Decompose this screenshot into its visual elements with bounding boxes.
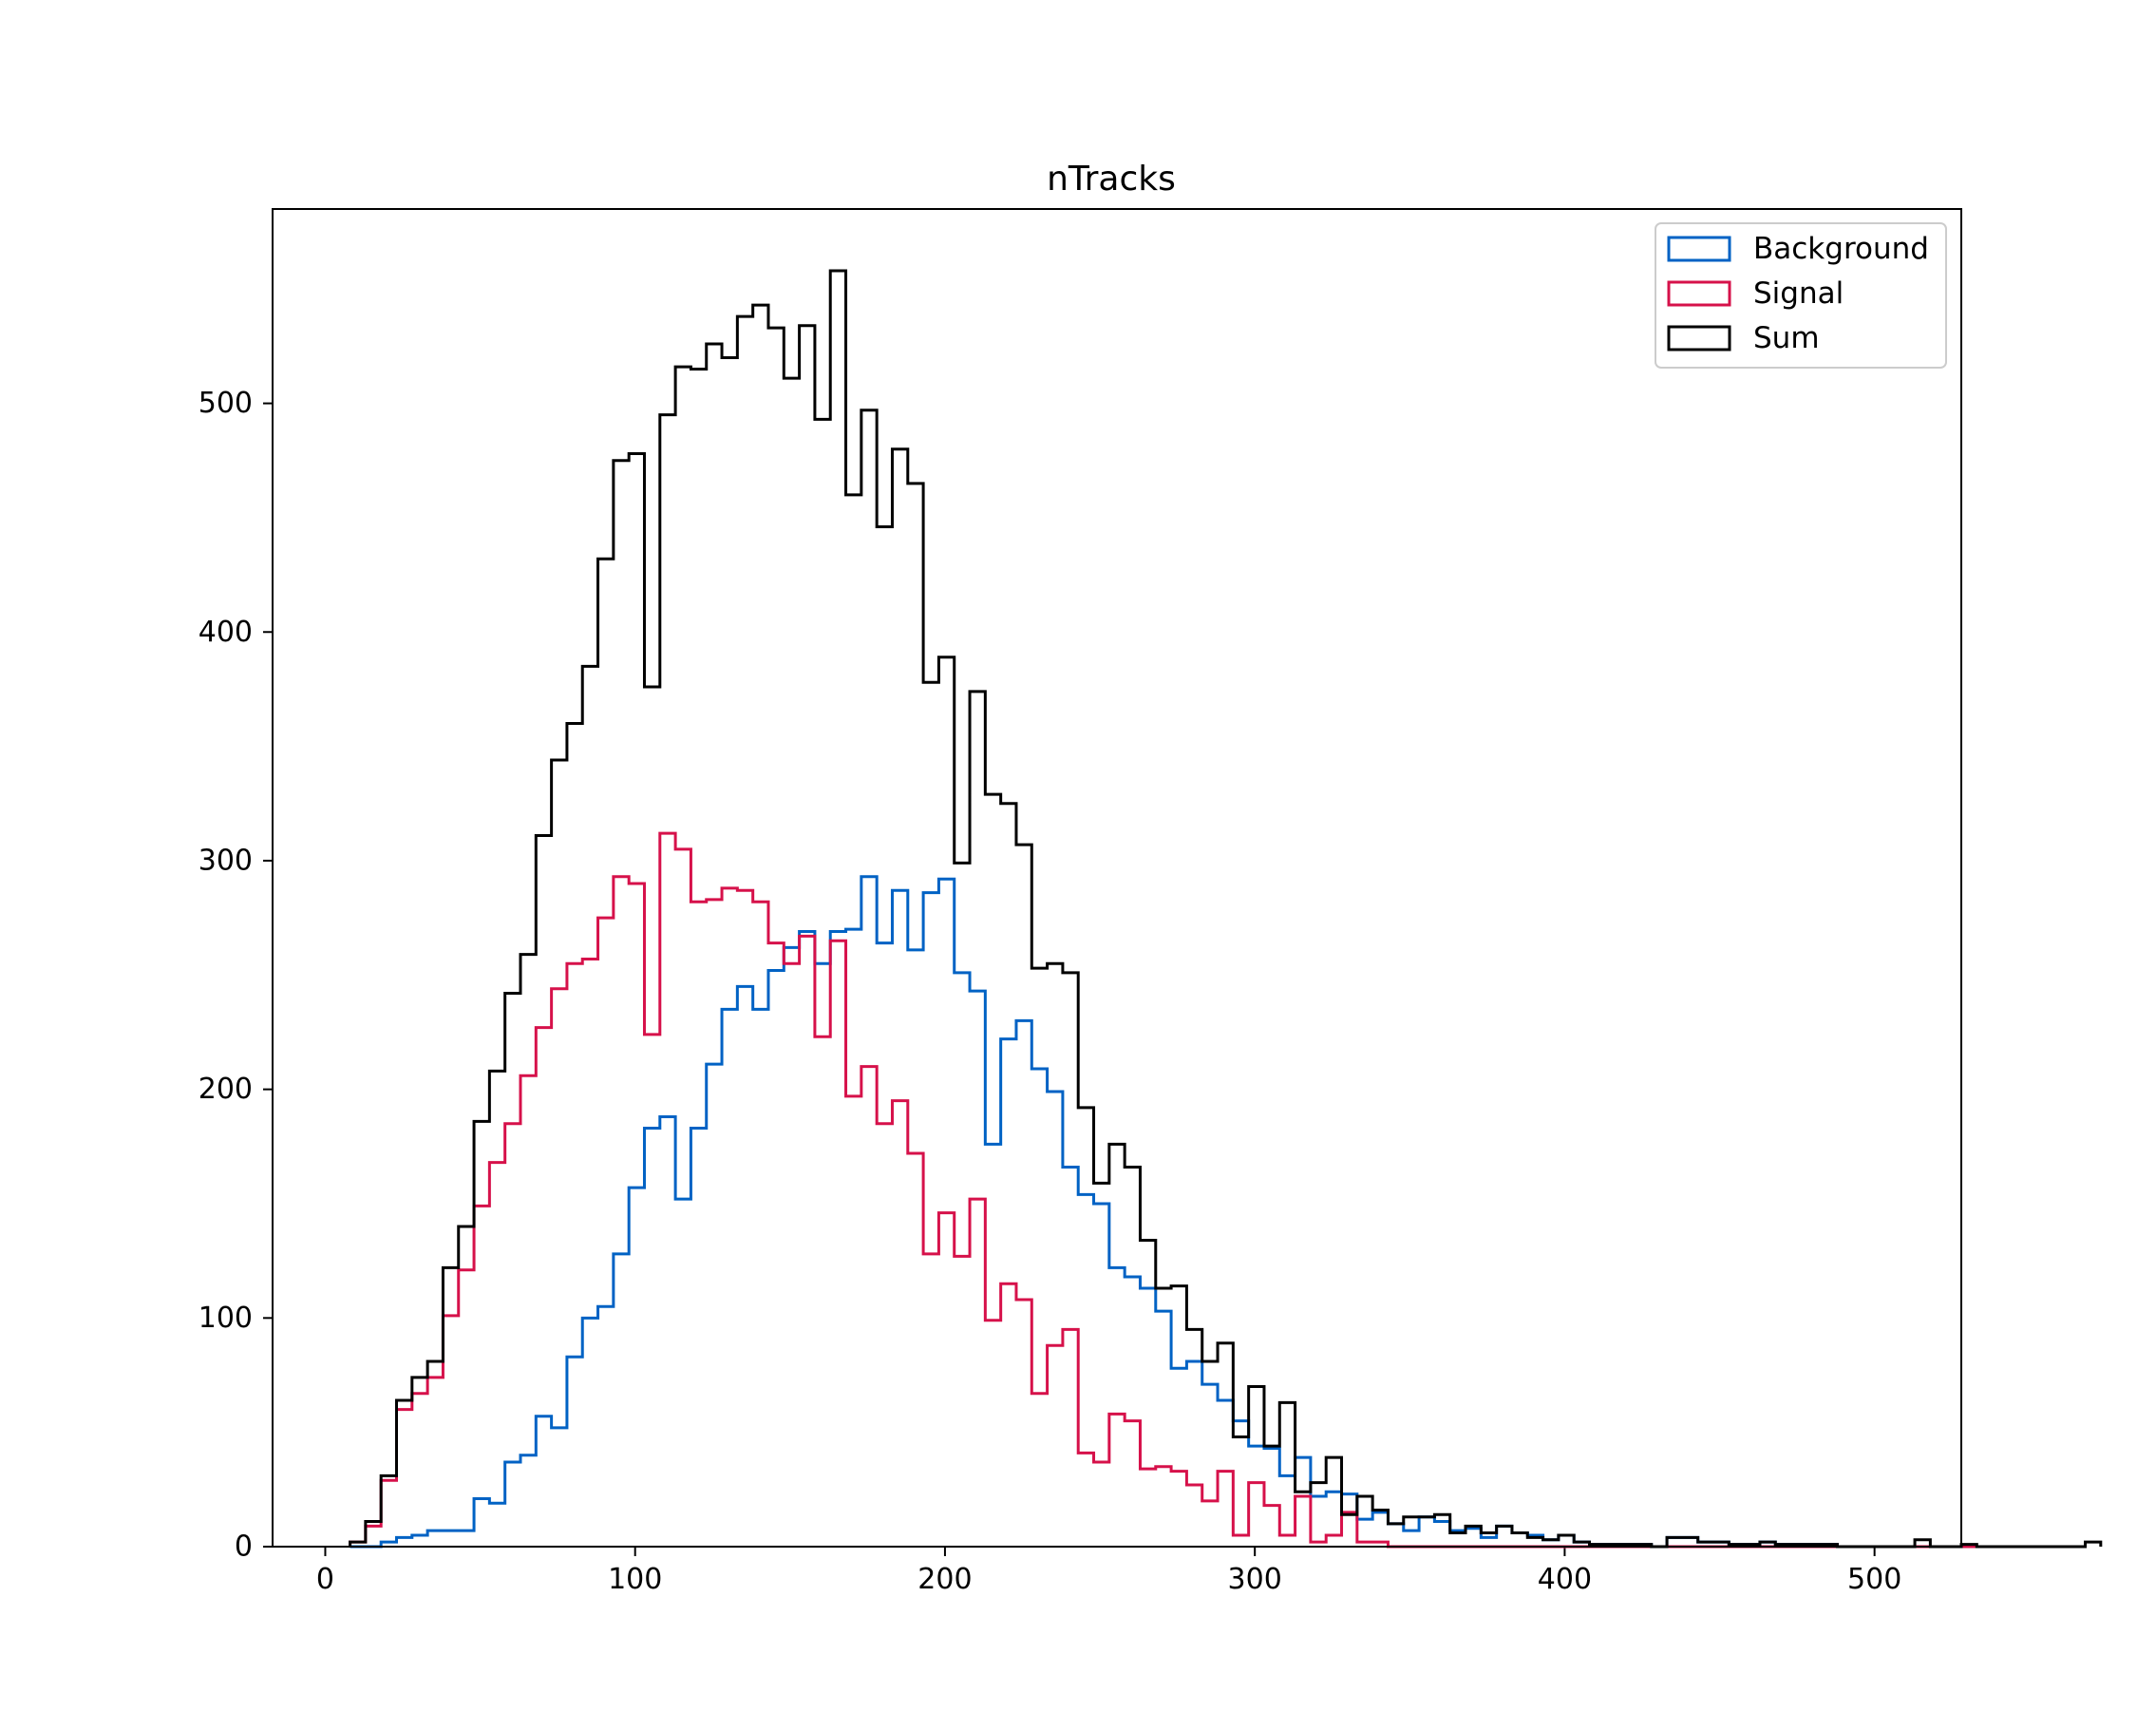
y-tick-3: 300 <box>199 844 273 877</box>
y-axis: 0 100 200 300 400 500 <box>199 387 273 1564</box>
legend-swatch-sum <box>1667 325 1731 352</box>
x-tick-label: 300 <box>1228 1563 1282 1596</box>
x-tick-0: 0 <box>316 1547 334 1596</box>
x-tick-label: 500 <box>1847 1563 1901 1596</box>
x-tick-5: 500 <box>1847 1547 1901 1596</box>
legend-swatch-background <box>1667 236 1731 262</box>
y-tick-label: 100 <box>199 1302 253 1335</box>
chart-title: nTracks <box>1047 160 1176 199</box>
legend-label-background: Background <box>1753 232 1929 266</box>
plot-frame <box>272 208 1962 1548</box>
x-axis: 0 100 200 300 400 500 <box>316 1547 1901 1596</box>
sum-histogram-line <box>349 269 2103 1549</box>
y-tick-label: 200 <box>199 1073 253 1106</box>
legend-swatch-signal <box>1667 280 1731 307</box>
y-tick-4: 400 <box>199 616 273 649</box>
legend-label-sum: Sum <box>1753 321 1820 355</box>
x-tick-label: 0 <box>316 1563 334 1596</box>
x-tick-label: 200 <box>917 1563 972 1596</box>
x-tick-label: 100 <box>608 1563 662 1596</box>
y-tick-label: 500 <box>199 387 253 420</box>
x-tick-label: 400 <box>1538 1563 1592 1596</box>
x-tick-4: 400 <box>1538 1547 1592 1596</box>
y-tick-5: 500 <box>199 387 273 420</box>
y-tick-label: 400 <box>199 616 253 649</box>
legend: Background Signal Sum <box>1655 222 1947 369</box>
y-tick-1: 100 <box>199 1302 273 1335</box>
legend-item-sum: Sum <box>1667 321 1820 355</box>
x-tick-3: 300 <box>1228 1547 1282 1596</box>
y-tick-2: 200 <box>199 1073 273 1106</box>
x-tick-2: 200 <box>917 1547 973 1596</box>
legend-item-signal: Signal <box>1667 276 1844 311</box>
x-tick-1: 100 <box>608 1547 662 1596</box>
y-tick-label: 300 <box>199 844 253 877</box>
y-tick-label: 0 <box>235 1530 253 1564</box>
legend-label-signal: Signal <box>1753 276 1844 311</box>
legend-item-background: Background <box>1667 232 1929 266</box>
y-tick-0: 0 <box>235 1530 273 1564</box>
